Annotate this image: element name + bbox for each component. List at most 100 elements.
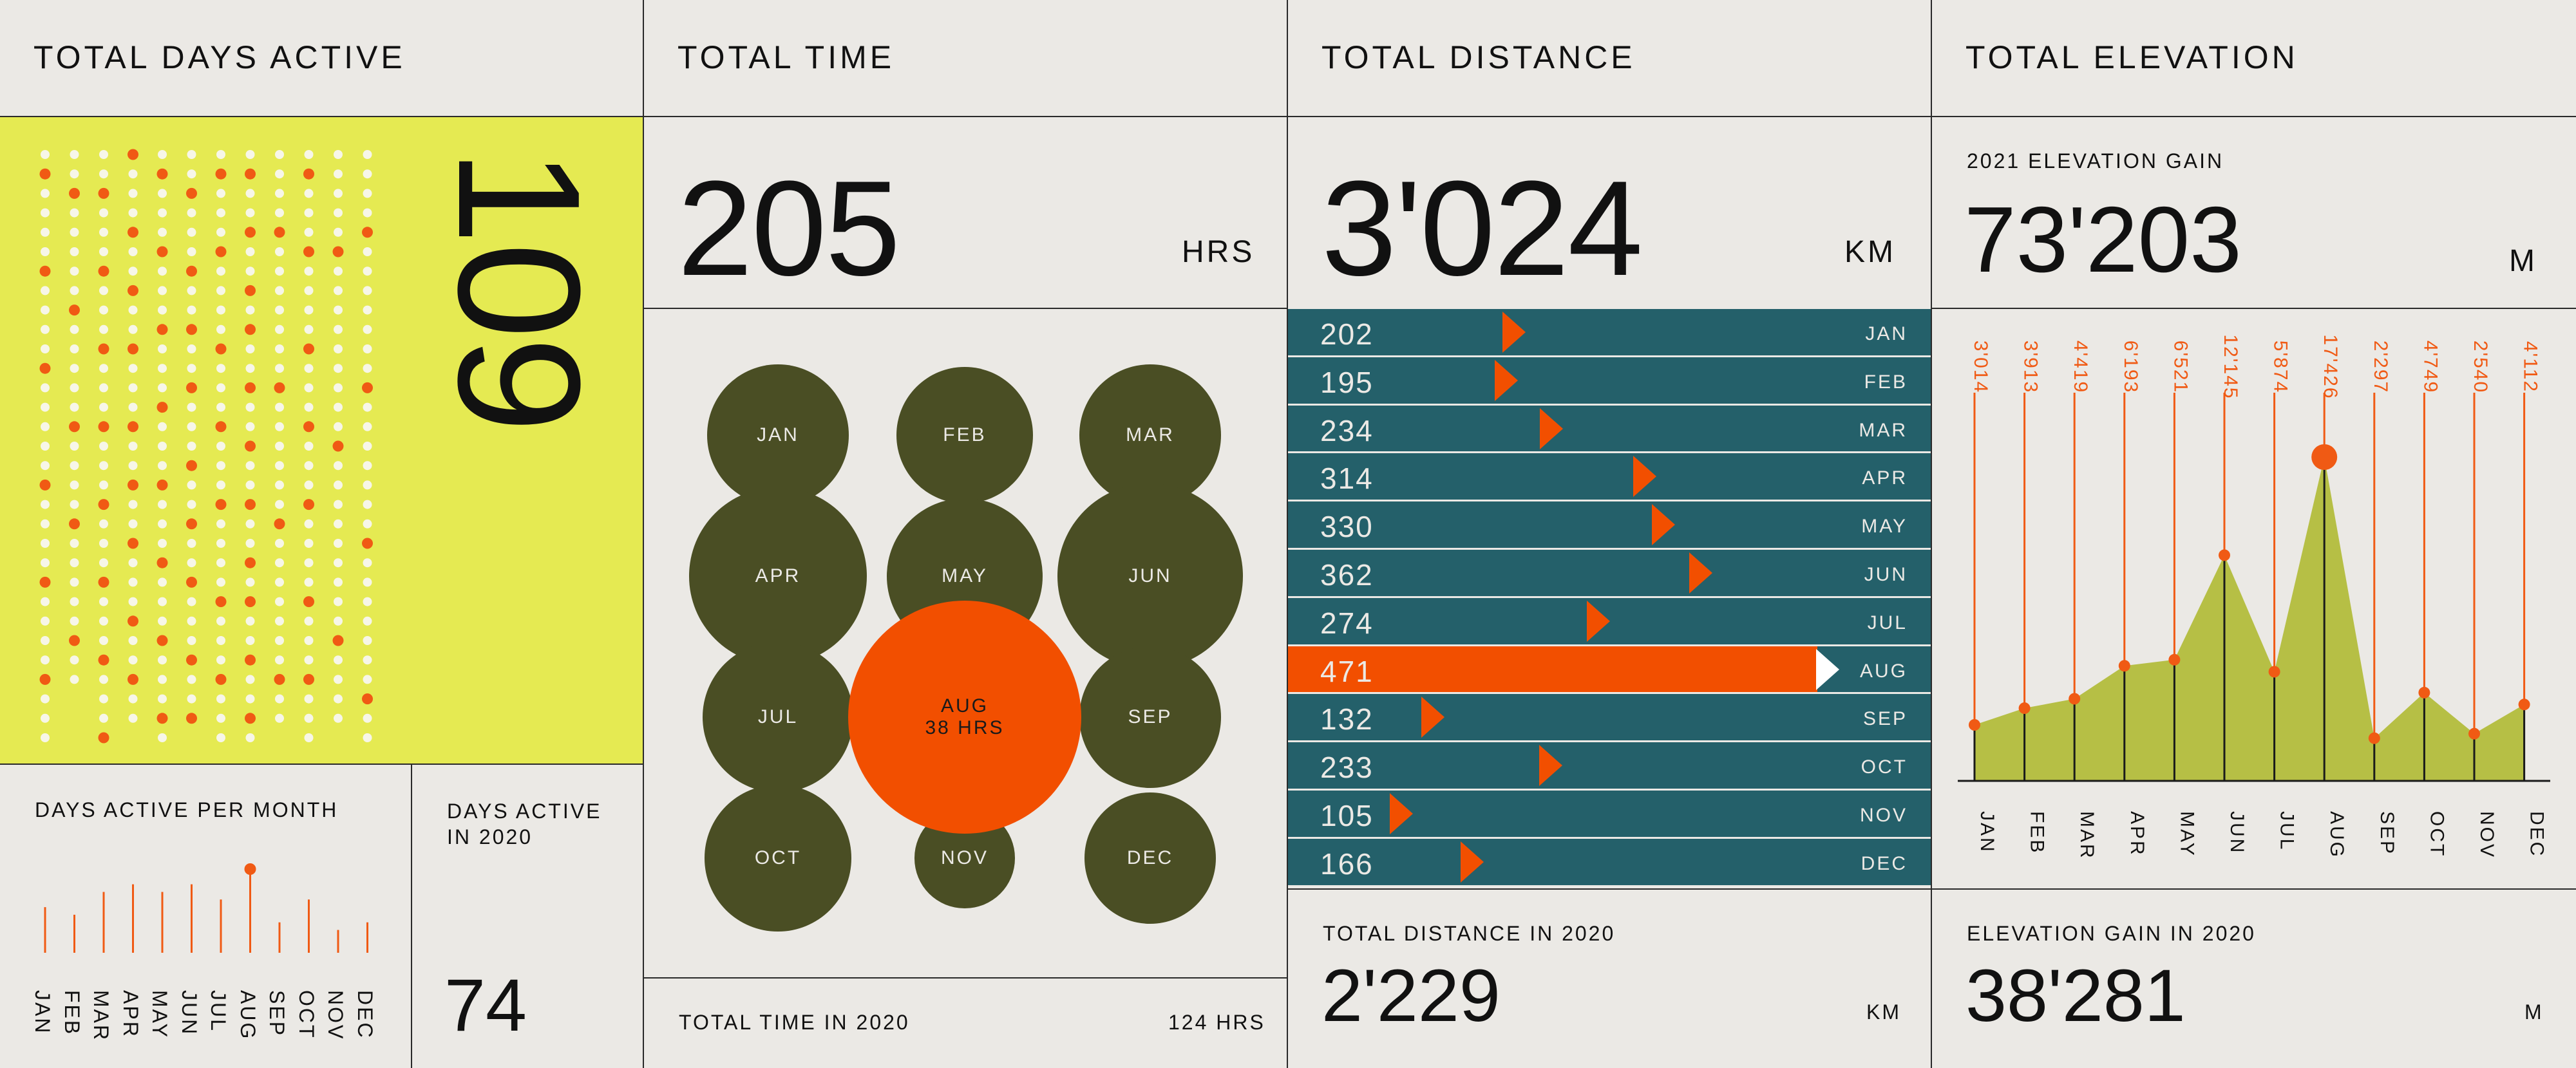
inactive-day-dot (70, 461, 79, 471)
inactive-day-dot (41, 247, 50, 256)
days-peak-marker (244, 863, 256, 875)
inactive-day-dot (275, 616, 284, 626)
days-month-label: NOV (324, 990, 347, 1041)
active-day-dot (215, 596, 227, 608)
inactive-day-dot (275, 539, 284, 548)
inactive-day-dot (304, 636, 314, 645)
inactive-day-dot (187, 305, 196, 315)
active-day-dot (98, 343, 109, 355)
inactive-day-dot (216, 655, 225, 665)
active-day-dot (274, 382, 285, 393)
inactive-day-dot (187, 500, 196, 509)
distance-marker (1421, 697, 1444, 738)
inactive-day-dot (41, 344, 50, 353)
inactive-day-dot (275, 364, 284, 373)
active-day-dot (186, 518, 197, 530)
active-day-dot (69, 635, 80, 646)
time-bubble-aug: AUG 38 HRS (848, 601, 1081, 834)
elevation-value-label: 5'874 (2270, 341, 2291, 393)
inactive-day-dot (304, 519, 314, 529)
active-day-dot (245, 440, 256, 452)
distance-value-label: 471 (1320, 654, 1374, 688)
active-day-dot (245, 382, 256, 393)
inactive-day-dot (334, 655, 343, 665)
inactive-day-dot (158, 305, 167, 315)
active-day-dot (156, 557, 168, 568)
inactive-day-dot (363, 636, 372, 645)
inactive-day-dot (128, 461, 138, 471)
inactive-day-dot (216, 713, 225, 723)
elevation-value-label: 3'014 (1970, 341, 1991, 393)
inactive-day-dot (216, 694, 225, 704)
inactive-day-dot (275, 713, 284, 723)
distance-month-label: JUL (1867, 612, 1908, 633)
inactive-day-dot (363, 480, 372, 490)
inactive-day-dot (334, 694, 343, 704)
inactive-day-dot (275, 169, 284, 179)
divider-2 (1287, 0, 1288, 1068)
inactive-day-dot (158, 577, 167, 587)
inactive-day-dot (128, 324, 138, 334)
inactive-day-dot (128, 694, 138, 704)
active-day-dot (128, 615, 138, 627)
inactive-day-dot (275, 636, 284, 645)
active-day-dot (245, 324, 256, 335)
distance-value-label: 105 (1320, 799, 1374, 832)
inactive-day-dot (187, 442, 196, 451)
inactive-day-dot (304, 655, 314, 665)
elevation-month-label: OCT (2426, 811, 2447, 857)
active-day-dot (98, 576, 109, 588)
inactive-day-dot (245, 402, 255, 412)
active-day-dot (156, 246, 168, 258)
inactive-day-dot (245, 247, 255, 256)
inactive-day-dot (245, 150, 255, 159)
time-bubble-jan: JAN (707, 364, 849, 506)
inactive-day-dot (41, 286, 50, 295)
inactive-day-dot (99, 539, 108, 548)
inactive-day-dot (158, 286, 167, 295)
inactive-day-dot (275, 150, 284, 159)
inactive-day-dot (245, 577, 255, 587)
inactive-day-dot (275, 500, 284, 509)
active-day-dot (303, 596, 314, 608)
inactive-day-dot (245, 422, 255, 431)
elevation-point-jul (2268, 666, 2280, 678)
days-month-label: JAN (31, 990, 54, 1035)
elev-rule (1932, 308, 2576, 309)
distance-month-label: DEC (1861, 852, 1908, 874)
inactive-day-dot (245, 694, 255, 704)
inactive-day-dot (245, 267, 255, 276)
active-day-dot (245, 285, 256, 296)
active-day-dot (303, 343, 314, 355)
inactive-day-dot (99, 402, 108, 412)
active-day-dot (245, 557, 256, 568)
distance-prev-value: 2'229 (1321, 955, 1501, 1037)
elevation-month-label: JUN (2226, 811, 2248, 854)
elevation-value-label: 4'112 (2520, 341, 2541, 393)
inactive-day-dot (187, 402, 196, 412)
distance-month-label: FEB (1864, 371, 1908, 393)
elevation-value-label: 4'749 (2420, 341, 2441, 393)
inactive-day-dot (70, 286, 79, 295)
inactive-day-dot (304, 539, 314, 548)
active-day-dot (156, 324, 168, 335)
active-day-dot (69, 421, 80, 433)
active-day-dot (215, 673, 227, 685)
active-day-dot (274, 227, 285, 238)
distance-value-label: 314 (1320, 462, 1374, 496)
time-unit: HRS (1182, 235, 1255, 269)
inactive-day-dot (275, 267, 284, 276)
time-bubble-sep: SEP (1079, 646, 1221, 788)
active-day-dot (245, 654, 256, 666)
inactive-day-dot (128, 442, 138, 451)
inactive-day-dot (187, 150, 196, 159)
inactive-day-dot (187, 208, 196, 218)
inactive-day-dot (334, 150, 343, 159)
inactive-day-dot (99, 383, 108, 393)
distance-month-label: APR (1862, 467, 1908, 489)
inactive-day-dot (70, 227, 79, 237)
time-rule (644, 308, 1287, 309)
active-day-dot (362, 538, 373, 549)
active-day-dot (274, 518, 285, 530)
active-day-dot (156, 168, 168, 180)
